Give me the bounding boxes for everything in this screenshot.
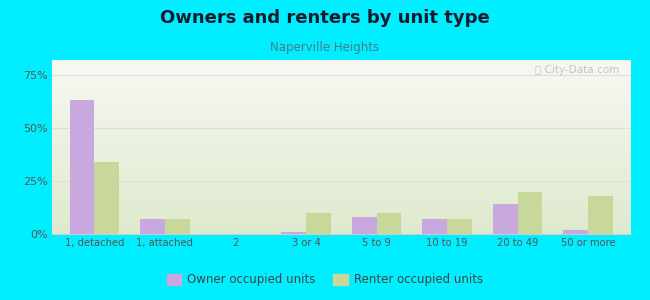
Bar xyxy=(352,217,376,234)
Bar xyxy=(94,162,119,234)
Text: Owners and renters by unit type: Owners and renters by unit type xyxy=(160,9,490,27)
Bar xyxy=(165,219,190,234)
Legend: Owner occupied units, Renter occupied units: Owner occupied units, Renter occupied un… xyxy=(162,269,488,291)
Bar xyxy=(306,213,331,234)
Bar xyxy=(422,219,447,234)
Bar xyxy=(376,213,401,234)
Bar xyxy=(517,192,542,234)
Bar xyxy=(140,219,165,234)
Bar xyxy=(447,219,472,234)
Bar xyxy=(588,196,613,234)
Text: Naperville Heights: Naperville Heights xyxy=(270,40,380,53)
Bar xyxy=(281,232,306,234)
Text: ⓘ City-Data.com: ⓘ City-Data.com xyxy=(535,65,619,75)
Bar xyxy=(70,100,94,234)
Bar xyxy=(564,230,588,234)
Bar xyxy=(493,204,517,234)
